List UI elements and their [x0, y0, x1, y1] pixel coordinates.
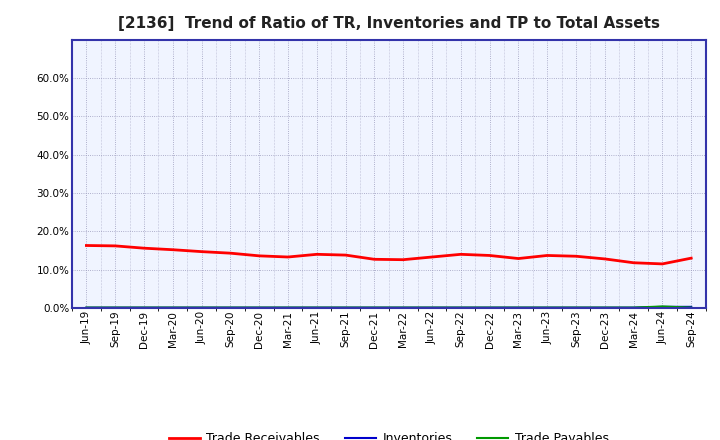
Line: Inventories: Inventories [86, 307, 691, 308]
Trade Payables [572, 305, 580, 310]
Trade Payables [111, 305, 120, 310]
Inventories [82, 305, 91, 310]
Trade Payables [284, 305, 292, 310]
Trade Payables [687, 305, 696, 310]
Inventories [312, 305, 321, 310]
Trade Receivables [284, 254, 292, 260]
Trade Payables [485, 305, 494, 310]
Inventories [456, 305, 465, 310]
Trade Payables [399, 305, 408, 310]
Trade Payables [629, 305, 638, 310]
Trade Receivables [572, 253, 580, 259]
Inventories [687, 304, 696, 309]
Trade Receivables [370, 257, 379, 262]
Trade Payables [456, 305, 465, 310]
Trade Receivables [312, 252, 321, 257]
Inventories [485, 305, 494, 310]
Trade Receivables [687, 256, 696, 261]
Trade Payables [140, 305, 148, 310]
Inventories [543, 305, 552, 310]
Inventories [255, 305, 264, 310]
Line: Trade Receivables: Trade Receivables [86, 246, 691, 264]
Trade Receivables [658, 261, 667, 267]
Trade Payables [341, 305, 350, 310]
Trade Payables [255, 305, 264, 310]
Trade Payables [82, 305, 91, 310]
Inventories [111, 305, 120, 310]
Inventories [226, 305, 235, 310]
Inventories [629, 305, 638, 310]
Inventories [514, 305, 523, 310]
Title: [2136]  Trend of Ratio of TR, Inventories and TP to Total Assets: [2136] Trend of Ratio of TR, Inventories… [118, 16, 660, 32]
Trade Receivables [255, 253, 264, 258]
Inventories [658, 304, 667, 309]
Inventories [168, 305, 177, 310]
Trade Receivables [226, 250, 235, 256]
Trade Payables [197, 305, 206, 310]
Inventories [399, 305, 408, 310]
Trade Receivables [600, 256, 609, 261]
Trade Receivables [197, 249, 206, 254]
Trade Receivables [629, 260, 638, 265]
Trade Payables [168, 305, 177, 310]
Inventories [284, 305, 292, 310]
Trade Payables [543, 305, 552, 310]
Inventories [341, 305, 350, 310]
Trade Payables [370, 305, 379, 310]
Trade Receivables [543, 253, 552, 258]
Trade Receivables [456, 252, 465, 257]
Trade Receivables [428, 254, 436, 260]
Legend: Trade Receivables, Inventories, Trade Payables: Trade Receivables, Inventories, Trade Pa… [164, 427, 613, 440]
Inventories [572, 305, 580, 310]
Trade Receivables [341, 253, 350, 258]
Trade Payables [428, 305, 436, 310]
Trade Payables [312, 305, 321, 310]
Inventories [140, 305, 148, 310]
Trade Payables [226, 305, 235, 310]
Trade Payables [600, 305, 609, 310]
Trade Receivables [514, 256, 523, 261]
Inventories [197, 305, 206, 310]
Trade Receivables [82, 243, 91, 248]
Inventories [370, 305, 379, 310]
Trade Receivables [111, 243, 120, 249]
Trade Receivables [399, 257, 408, 262]
Trade Receivables [485, 253, 494, 258]
Trade Receivables [140, 246, 148, 251]
Line: Trade Payables: Trade Payables [86, 307, 691, 308]
Inventories [600, 305, 609, 310]
Trade Receivables [168, 247, 177, 253]
Inventories [428, 305, 436, 310]
Trade Payables [658, 304, 667, 309]
Trade Payables [514, 305, 523, 310]
